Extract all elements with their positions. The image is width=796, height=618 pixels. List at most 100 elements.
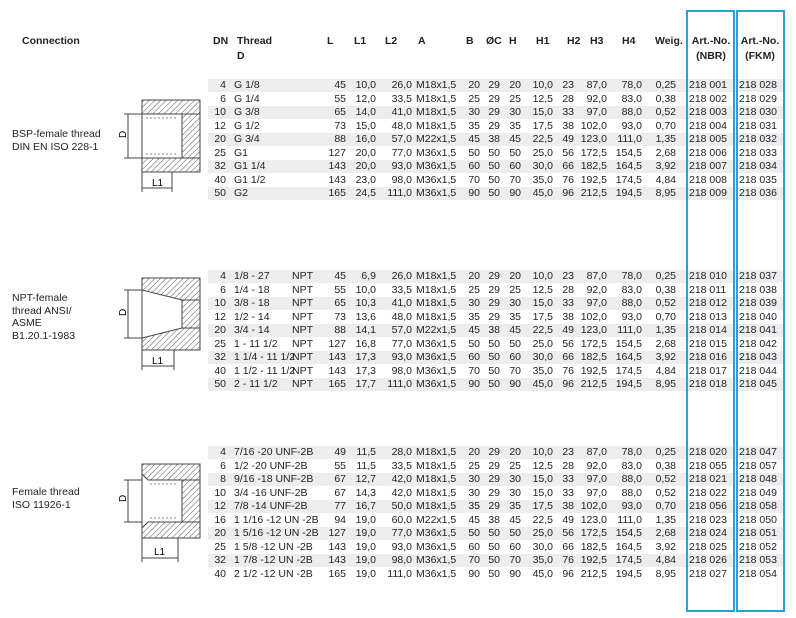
cell-l1: 10,0 [355, 79, 376, 91]
cell-l2: 42,0 [391, 473, 412, 485]
cell-weig: 0,38 [655, 92, 676, 105]
cell-nbr: 218 014 [689, 324, 727, 336]
cell-l: 88 [334, 324, 346, 336]
cell-b: 50 [468, 527, 480, 539]
cell-thread: 2 1/2 -12 UN -2B [234, 567, 313, 580]
cell-c: 50 [488, 337, 500, 350]
header-thread: Thread [237, 35, 273, 47]
cell-nbr: 218 009 [689, 187, 727, 199]
cell-thread-suffix: NPT [292, 310, 313, 323]
cell-h3: 212,5 [580, 187, 607, 199]
cell-l1: 14,3 [355, 486, 376, 499]
cell-h1: 10,0 [532, 79, 553, 91]
cell-fkm: 218 029 [739, 92, 777, 105]
cell-b: 30 [468, 297, 480, 309]
cell-h4: 88,0 [621, 106, 642, 118]
cell-h: 20 [509, 270, 521, 282]
cell-h1: 22,5 [532, 133, 553, 145]
cell-h3: 97,0 [586, 486, 607, 499]
cell-fkm: 218 042 [739, 337, 777, 350]
cell-l: 67 [334, 473, 346, 485]
cell-nbr: 218 016 [689, 351, 727, 363]
table-row: 32 1 7/8 -12 UN -2B 143 19,0 98,0 M36x1,5 70 50… [208, 554, 784, 567]
cell-weig: 1,35 [655, 133, 676, 145]
cell-weig: 2,68 [655, 527, 676, 539]
cell-dn: 32 [214, 554, 226, 566]
cell-l2: 50,0 [391, 500, 412, 512]
cell-nbr: 218 012 [689, 297, 727, 309]
drawing-d-label: D [118, 131, 129, 138]
cell-l: 165 [328, 187, 346, 199]
cell-weig: 8,95 [655, 187, 676, 199]
cell-weig: 0,38 [655, 459, 676, 472]
drawing-d-label: D [118, 309, 129, 316]
cell-h3: 87,0 [586, 446, 607, 458]
cell-thread-suffix: NPT [292, 364, 313, 377]
cell-l2: 48,0 [391, 119, 412, 132]
cell-b: 50 [468, 146, 480, 159]
cell-h4: 88,0 [621, 297, 642, 309]
cell-h: 90 [509, 567, 521, 580]
cell-h4: 164,5 [615, 540, 642, 553]
header-h4: H4 [622, 35, 636, 47]
cell-h: 25 [509, 92, 521, 105]
cell-fkm: 218 057 [739, 459, 777, 472]
cell-l: 77 [334, 500, 346, 512]
cell-a: M36x1,5 [416, 567, 457, 580]
cell-b: 60 [468, 351, 480, 363]
cell-dn: 12 [214, 119, 226, 132]
cell-h2: 66 [562, 540, 574, 553]
cell-l2: 42,0 [391, 486, 412, 499]
cell-dn: 40 [214, 567, 226, 580]
cell-c: 38 [488, 324, 500, 336]
cell-weig: 0,52 [655, 473, 676, 485]
cell-h1: 30,0 [532, 540, 553, 553]
cell-h2: 38 [562, 500, 574, 512]
cell-weig: 2,68 [655, 146, 676, 159]
cell-thread: 1/4 - 18 [234, 283, 270, 296]
cell-h3: 123,0 [580, 513, 607, 526]
cell-a: M18x1,5 [416, 500, 457, 512]
cell-l2: 111,0 [387, 378, 412, 390]
cell-thread: 1 5/16 -12 UN -2B [234, 527, 319, 539]
cell-weig: 0,25 [655, 446, 676, 458]
cell-dn: 25 [214, 146, 226, 159]
cell-thread: 9/16 -18 UNF-2B [234, 473, 314, 485]
cell-h2: 66 [562, 160, 574, 172]
cell-h1: 10,0 [532, 446, 553, 458]
cell-fkm: 218 050 [739, 513, 777, 526]
cell-fkm: 218 054 [739, 567, 777, 580]
cell-l2: 28,0 [391, 446, 412, 458]
cell-l1: 17,3 [355, 364, 376, 377]
cell-nbr: 218 024 [689, 527, 727, 539]
cell-c: 29 [488, 486, 500, 499]
cell-h1: 35,0 [532, 364, 553, 377]
cell-h1: 15,0 [532, 297, 553, 309]
table-row: 10 3/8 - 18 65 10,3 41,0 M18x1,5 30 29 30 15,0 33 9… [208, 297, 784, 310]
cell-l2: 98,0 [391, 364, 412, 377]
cell-c: 50 [488, 146, 500, 159]
cell-l2: 33,5 [391, 459, 412, 472]
cell-a: M22x1,5 [416, 513, 457, 526]
cell-l1: 19,0 [355, 567, 376, 580]
table-row: 32 1 1/4 - 11 1/2 143 17,3 93,0 M36x1,5 60 50 60… [208, 351, 784, 364]
cell-h4: 111,0 [617, 324, 642, 336]
section-label-line: DIN EN ISO 228-1 [12, 140, 99, 153]
header-a: A [418, 35, 426, 47]
cell-h4: 154,5 [615, 337, 642, 350]
cell-nbr: 218 020 [689, 446, 727, 458]
cell-l: 67 [334, 486, 346, 499]
cell-nbr: 218 011 [689, 283, 727, 296]
cell-c: 50 [488, 527, 500, 539]
cell-h1: 35,0 [532, 173, 553, 186]
table-row: 40 G1 1/2 143 23,0 98,0 M36x1,5 70 50 70 35,0 76 19… [208, 174, 784, 187]
cell-h1: 30,0 [532, 160, 553, 172]
cell-l1: 14,1 [355, 324, 376, 336]
cell-l1: 17,7 [355, 378, 376, 390]
cell-h2: 96 [562, 567, 574, 580]
cell-nbr: 218 025 [689, 540, 727, 553]
cell-weig: 2,68 [655, 337, 676, 350]
cell-h1: 12,5 [532, 283, 553, 296]
cell-h: 30 [509, 106, 521, 118]
cell-thread: G 1/8 [234, 79, 260, 91]
